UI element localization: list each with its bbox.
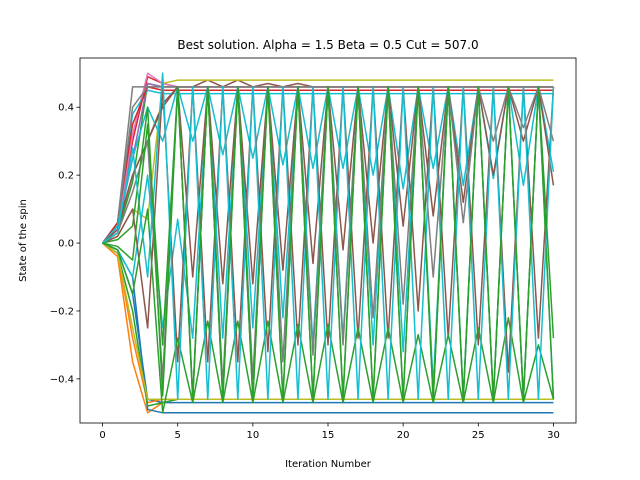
plot-series-group: [101, 72, 555, 414]
y-axis-ticks: −0.4 −0.2 0.0 0.2 0.4: [50, 103, 80, 385]
x-tick-label: 0: [99, 430, 105, 441]
series-line-19: [102, 86, 555, 373]
x-tick-label: 5: [175, 430, 181, 441]
y-axis-label: State of the spin: [18, 199, 29, 282]
series-line-11: [102, 242, 554, 414]
chart-title: Best solution. Alpha = 1.5 Beta = 0.5 Cu…: [177, 38, 478, 52]
series-line-25: [102, 86, 555, 400]
series-line-9: [102, 79, 554, 244]
x-tick-label: 15: [322, 430, 335, 441]
x-axis-ticks: 0 5 10 15 20 25 30: [99, 423, 560, 441]
y-tick-label: 0.4: [58, 103, 74, 114]
series-line-24: [102, 72, 555, 400]
series-line-1: [102, 242, 554, 404]
x-tick-label: 30: [547, 430, 560, 441]
series-line-22: [102, 208, 555, 414]
y-tick-label: −0.2: [50, 306, 74, 317]
x-tick-label: 25: [472, 430, 485, 441]
y-tick-label: 0.2: [58, 171, 74, 182]
y-tick-label: −0.4: [50, 374, 74, 385]
x-tick-label: 20: [397, 430, 410, 441]
x-tick-label: 10: [246, 430, 259, 441]
y-tick-label: 0.0: [58, 239, 74, 250]
x-axis-label: Iteration Number: [285, 459, 372, 470]
